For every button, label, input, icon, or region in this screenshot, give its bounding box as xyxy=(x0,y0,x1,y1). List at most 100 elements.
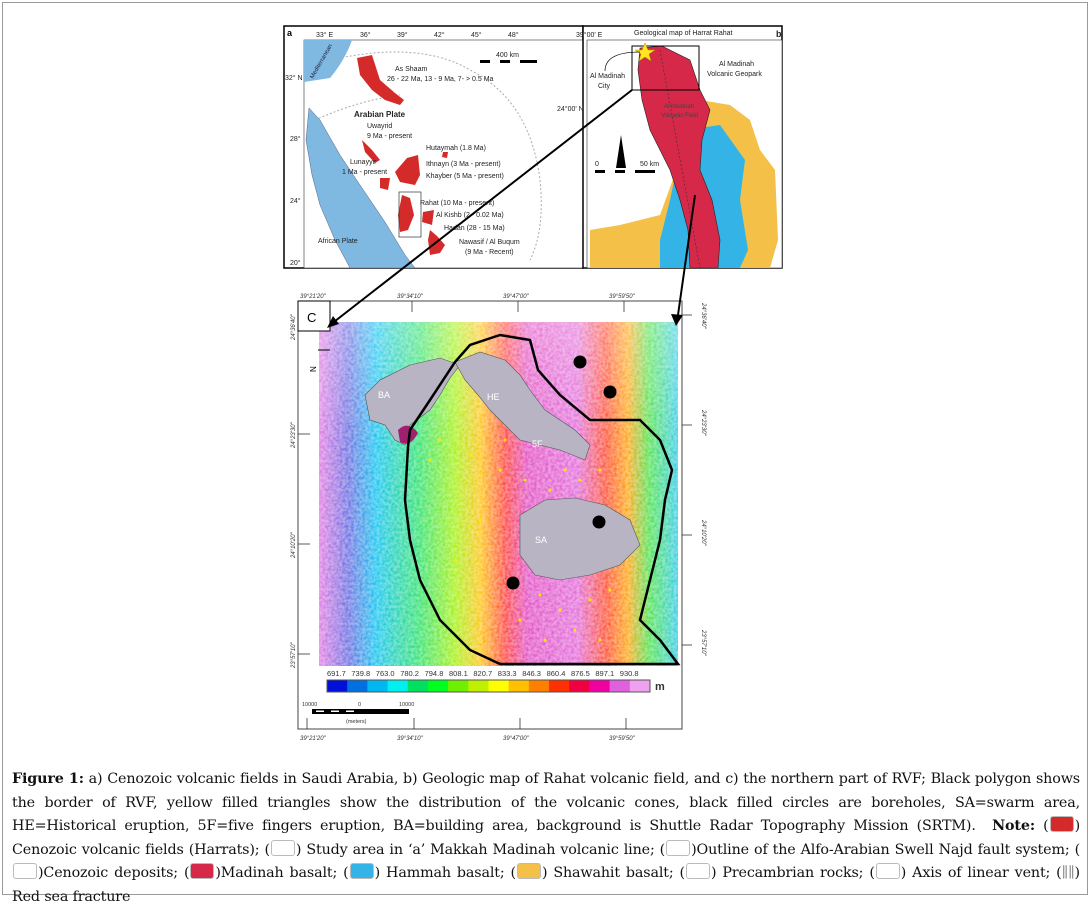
borehole-marker xyxy=(506,576,520,590)
lon-tick: 39°59'50" xyxy=(609,294,636,300)
colorbar-tick: 876.5 xyxy=(571,669,590,678)
field-label: 9 Ma - present xyxy=(367,133,412,140)
caption-text: a) Cenozoic volcanic fields in Saudi Ara… xyxy=(12,771,1080,835)
field-label: 1 Ma - present xyxy=(342,169,387,176)
lat-tick: 24°23'30" xyxy=(700,409,706,437)
field-label: Uwayrid xyxy=(367,123,392,130)
lon-tick: 36° xyxy=(360,31,371,39)
field-label: Al Madinah xyxy=(664,104,694,110)
field-label: As Shaam xyxy=(395,66,427,73)
colorbar-segment xyxy=(528,680,550,692)
lon-tick: 39°59'50" xyxy=(609,736,636,742)
area-label-sa: SA xyxy=(535,535,547,545)
area-label-he: HE xyxy=(487,392,500,402)
figure-caption: Figure 1: a) Cenozoic volcanic fields in… xyxy=(12,771,1080,905)
legend-text: ) Shawahit basalt; ( xyxy=(541,865,685,882)
star-icon xyxy=(634,42,656,62)
borehole-marker xyxy=(573,355,587,369)
colorbar-segment xyxy=(569,680,590,692)
legend-swatch xyxy=(190,863,215,880)
panel-b-map: b Geological map of Harrat Rahat 39°00' … xyxy=(557,25,783,269)
legend-swatch xyxy=(685,863,710,880)
legend: ) Cenozoic volcanic fields (Harrats); ()… xyxy=(12,816,1080,905)
legend-swatch xyxy=(349,863,374,880)
legend-swatch xyxy=(13,863,37,880)
swarm-area-sa xyxy=(519,497,641,581)
colorbar-tick: 860.4 xyxy=(547,669,566,678)
figure-label: Figure 1: xyxy=(12,771,84,787)
historical-eruption-he xyxy=(454,351,591,461)
colorbar-segment xyxy=(609,680,631,692)
legend-swatch xyxy=(666,839,691,856)
colorbar-segment xyxy=(549,680,570,692)
colorbar-tick: 808.1 xyxy=(449,669,468,678)
lat-tick: 20° xyxy=(290,259,301,267)
geopark-label: Volcanic Geopark xyxy=(707,71,762,78)
lon-tick: 39°34'10" xyxy=(397,736,424,742)
study-area-box xyxy=(398,191,422,238)
colorbar-tick: 930.8 xyxy=(620,669,639,678)
scale-bar xyxy=(312,709,409,714)
connector-arrow xyxy=(329,89,633,326)
scale-label: 50 km xyxy=(640,161,659,168)
legend-swatch xyxy=(875,863,900,880)
panel-c-label: C xyxy=(307,310,316,325)
lat-tick: 24°00' N xyxy=(557,105,584,113)
geopark-label: Al Madinah xyxy=(719,61,754,68)
colorbar-segment xyxy=(629,680,651,692)
lat-tick: 23°57'10" xyxy=(291,641,297,669)
panel-a-label: a xyxy=(287,28,293,38)
figure-frame xyxy=(2,2,1088,895)
colorbar-segment xyxy=(448,680,469,692)
colorbar-tick: 820.7 xyxy=(473,669,492,678)
lon-tick: 42° xyxy=(434,31,445,39)
building-area-ba xyxy=(364,357,461,446)
field-label: Khayber (5 Ma - present) xyxy=(426,173,504,180)
legend-swatch xyxy=(1049,816,1074,833)
scale-label: 400 km xyxy=(496,52,519,59)
mediterranean-sea xyxy=(304,40,352,82)
legend-text: ) Cenozoic volcanic fields (Harrats); ( xyxy=(12,818,1080,858)
field-label: Hutaymah (1.8 Ma) xyxy=(426,145,486,152)
legend-text: ) Study area in ‘a’ Makkah Madinah volca… xyxy=(295,841,666,858)
panel-b-label: b xyxy=(776,29,782,39)
lon-tick: 39° xyxy=(397,31,408,39)
plate-label: African Plate xyxy=(318,238,358,245)
colorbar-tick: 691.7 xyxy=(327,669,346,678)
figure-maps: a 33° E 36° 39° 42° 45° 48° 32° N 28° 24… xyxy=(283,25,783,742)
lat-tick: 24°36'40" xyxy=(291,313,297,341)
colorbar-tick: 846.3 xyxy=(522,669,541,678)
colorbar-segment xyxy=(347,680,368,692)
lon-tick: 45° xyxy=(471,31,482,39)
colorbar-tick: 833.3 xyxy=(498,669,517,678)
volcanic-cones xyxy=(428,438,612,642)
colorbar-unit: m xyxy=(655,681,665,693)
colorbar-tick: 763.0 xyxy=(376,669,395,678)
connector-arrow xyxy=(676,194,696,323)
field-label: Rahat (10 Ma - present) xyxy=(420,200,494,207)
colorbar-segment xyxy=(327,680,348,692)
volcanic-fields xyxy=(357,55,448,255)
scale-label: 0 xyxy=(595,161,599,168)
panel-b-title: Geological map of Harrat Rahat xyxy=(634,30,732,37)
borehole-marker xyxy=(592,515,606,529)
legend-text: )Cenozoic deposits; ( xyxy=(38,865,190,882)
field-label: (9 Ma - Recent) xyxy=(465,249,514,256)
lat-tick: 32° N xyxy=(285,74,303,82)
lon-tick: 48° xyxy=(508,31,519,39)
legend-text: ) Axis of linear vent; ( xyxy=(900,865,1062,882)
lat-tick: 24°10'20" xyxy=(700,519,706,547)
field-label: Volcanic Field xyxy=(661,113,698,119)
north-arrow-icon xyxy=(616,135,626,168)
lat-tick: 28° xyxy=(290,135,301,143)
scale-tick: 10000 xyxy=(399,702,414,708)
city-label: City xyxy=(598,83,611,90)
north-label: N xyxy=(309,366,318,372)
colorbar-segment xyxy=(367,680,389,692)
boreholes xyxy=(506,355,617,590)
borehole-marker xyxy=(603,385,617,399)
colorbar-tick: 897.1 xyxy=(595,669,614,678)
colorbar-segment xyxy=(589,680,611,692)
colorbar-segment xyxy=(427,680,449,692)
lat-tick: 24°10'20" xyxy=(291,531,297,559)
